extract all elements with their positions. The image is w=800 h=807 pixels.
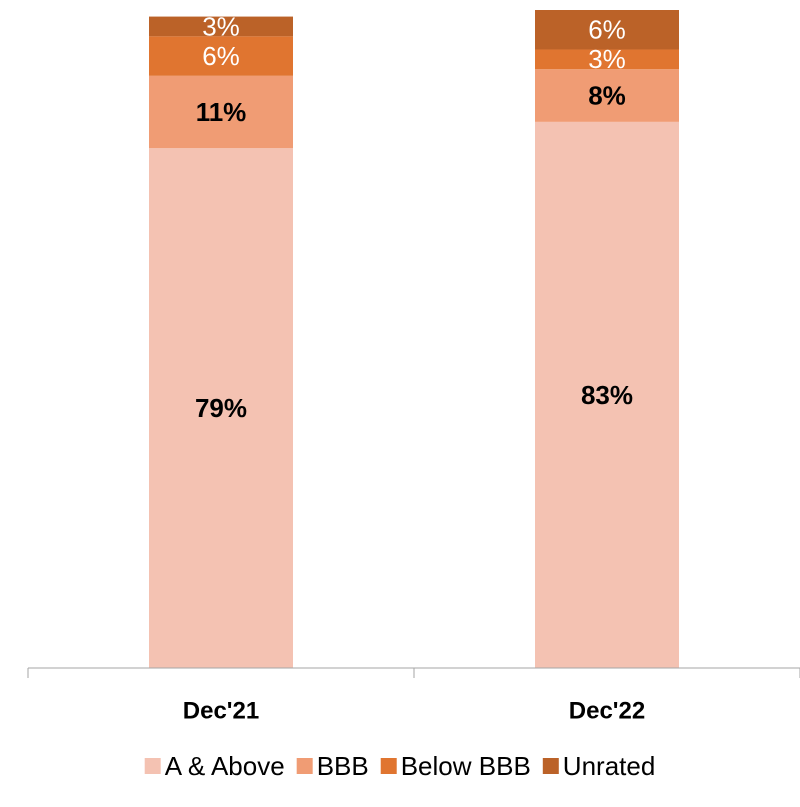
x-tick-label: Dec'22 — [569, 697, 645, 724]
data-label: 6% — [588, 15, 626, 45]
bar-segment — [535, 69, 679, 122]
legend-label: A & Above — [165, 751, 285, 781]
bar-segment — [149, 148, 293, 668]
data-label: 6% — [202, 41, 240, 71]
bar-segment — [149, 36, 293, 76]
legend-swatch — [296, 758, 313, 774]
bar-segment — [149, 75, 293, 149]
legend-swatch — [380, 758, 397, 774]
bar-segment — [535, 49, 679, 70]
data-label: 3% — [202, 11, 240, 41]
legend-label: Unrated — [563, 751, 656, 781]
data-label: 11% — [196, 97, 247, 127]
bar-segment — [535, 10, 679, 50]
data-label: 79% — [195, 393, 247, 423]
bar-segment — [535, 121, 679, 669]
legend-swatch — [144, 758, 161, 774]
legend-label: Below BBB — [401, 751, 531, 781]
x-tick-label: Dec'21 — [183, 697, 259, 724]
bar-segment — [149, 16, 293, 37]
legend-label: BBB — [317, 751, 369, 781]
data-label: 8% — [588, 80, 626, 110]
legend-swatch — [542, 758, 559, 774]
data-label: 83% — [581, 380, 633, 410]
